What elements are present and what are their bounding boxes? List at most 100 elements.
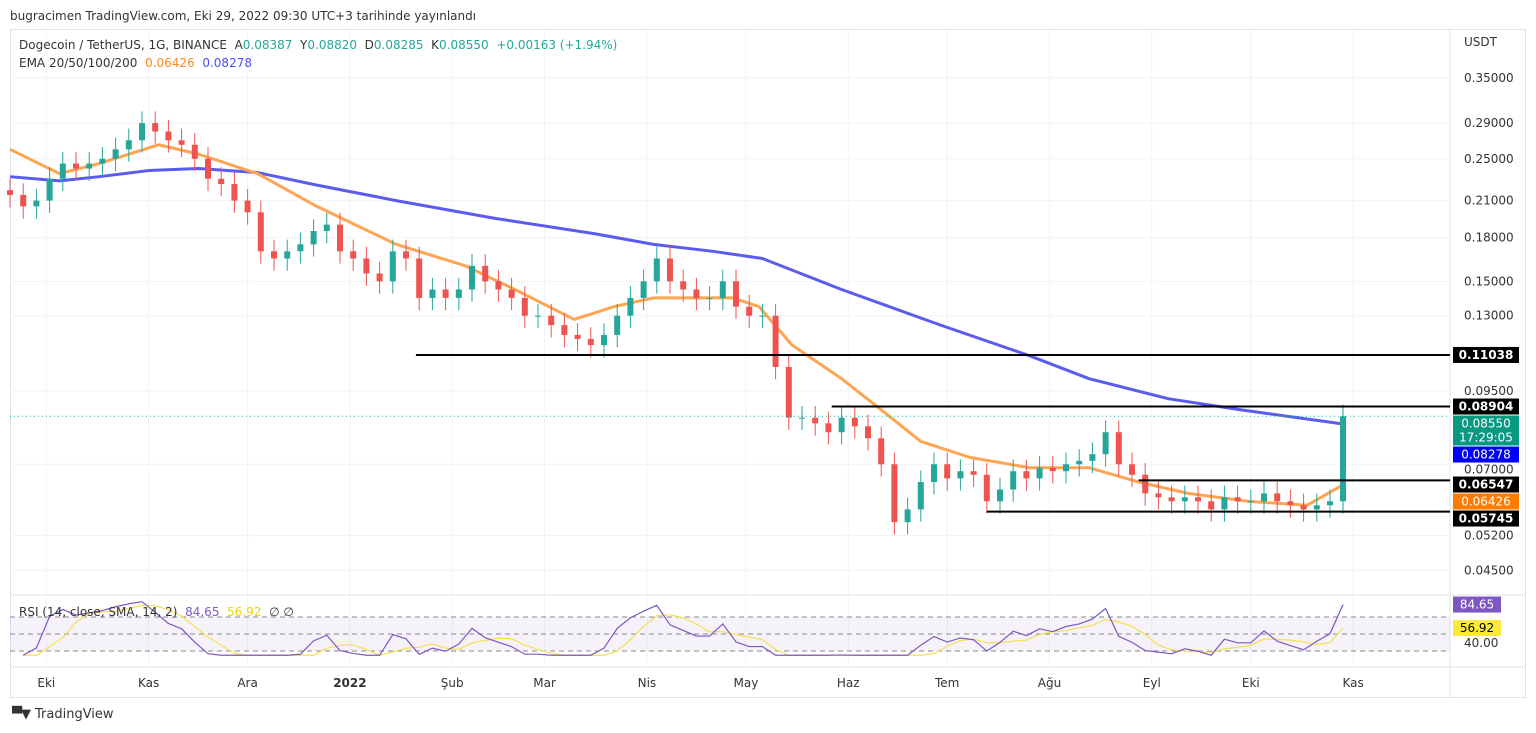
price-tick-label: 0.05200 [1464, 529, 1514, 543]
time-tick-label: Kas [138, 676, 159, 690]
time-tick-label: Şub [441, 676, 464, 690]
candle [733, 269, 739, 319]
rsi-sma-value: 56.92 [227, 605, 262, 619]
price-axis-tag-label: 0.08278 [1461, 448, 1511, 462]
candle-body [257, 212, 264, 252]
candle [838, 405, 845, 445]
candle [825, 411, 832, 445]
candle-body [1049, 467, 1056, 472]
candle-body [1208, 501, 1215, 510]
candle [495, 269, 502, 302]
candle [178, 128, 185, 158]
candle-body [125, 140, 132, 150]
candle [257, 200, 264, 264]
price-tick-label: 0.04500 [1464, 563, 1514, 577]
candle [416, 246, 423, 311]
candle-body [205, 158, 211, 179]
candle-body [218, 178, 225, 185]
candle-body [99, 158, 106, 164]
candle-body [785, 366, 792, 418]
rsi-extra: ∅ ∅ [269, 605, 294, 619]
candle [891, 452, 898, 535]
price-axis-tag-tag [1453, 493, 1519, 510]
candle-body [1036, 467, 1043, 479]
candle [693, 277, 700, 311]
candle-body [1129, 464, 1135, 475]
candle [772, 303, 779, 380]
candle [33, 188, 40, 219]
candle [7, 178, 13, 208]
candle-body [191, 144, 198, 159]
candle-body [627, 297, 634, 316]
price-tick-label: 0.29000 [1464, 116, 1514, 130]
candle [165, 119, 172, 153]
horizontal-line-price-label: 0.11038 [1459, 348, 1514, 362]
candle [205, 147, 211, 192]
candle [1076, 449, 1083, 477]
candle [73, 151, 79, 181]
candle [244, 188, 251, 225]
candle [1089, 442, 1096, 474]
candle-body [746, 306, 753, 316]
symbol-name: Dogecoin / TetherUS, 1G, BINANCE [19, 38, 227, 52]
price-tick-label: 0.13000 [1464, 309, 1514, 323]
candle [970, 459, 977, 488]
candle-body [112, 149, 119, 159]
candle-body [680, 281, 687, 290]
candle-body [1327, 501, 1333, 506]
candle [601, 323, 607, 358]
candle-body [1010, 471, 1017, 490]
rsi-sma-line [23, 604, 1344, 656]
candle-body [1274, 493, 1281, 502]
price-tick-label: 0.07000 [1464, 463, 1514, 477]
price-axis-tag-label: 0.08550 [1461, 417, 1511, 431]
high-value: 0.08820 [307, 38, 358, 52]
candle-body [495, 281, 502, 290]
candle [86, 151, 93, 181]
candle [1063, 452, 1069, 484]
rsi-sma-tag [1453, 620, 1501, 637]
candle-body [284, 251, 291, 259]
candle [310, 219, 317, 257]
price-tick-label: 0.18000 [1464, 231, 1514, 245]
candle [1247, 489, 1254, 514]
rsi-legend[interactable]: RSI (14, close, SMA, 14, 2) 84.65 56.92 … [19, 605, 294, 619]
candle-body [931, 464, 937, 483]
low-label: D [364, 38, 374, 52]
time-tick-label: Eyl [1143, 676, 1161, 690]
candle [363, 246, 370, 286]
candle-body [733, 281, 739, 307]
candle-body [719, 281, 726, 298]
candle-body [350, 251, 357, 259]
price-axis-tag-label: 0.06426 [1461, 495, 1511, 509]
candle-body [812, 417, 819, 424]
rsi-sma-tag-label: 56.92 [1460, 621, 1494, 635]
candle [878, 426, 885, 477]
time-tick-label: Ara [237, 676, 258, 690]
time-tick-label: Tem [934, 676, 959, 690]
ema50-line [9, 143, 1344, 507]
horizontal-line-price-tag [1453, 398, 1519, 415]
candle [455, 277, 462, 311]
candle [574, 323, 581, 352]
candle [389, 239, 396, 294]
candle-body [469, 265, 475, 290]
candle-body [376, 273, 383, 282]
candle-body [1247, 501, 1254, 503]
tradingview-brand[interactable]: ▀▼ TradingView [12, 707, 114, 722]
candle [1181, 485, 1188, 514]
candle [1142, 463, 1149, 506]
candle-body [587, 338, 594, 346]
brand-name: TradingView [35, 707, 114, 722]
candle [59, 151, 66, 192]
candle-body [152, 123, 159, 132]
candle [376, 261, 383, 294]
candle-body [1102, 432, 1109, 455]
candle [521, 286, 528, 329]
price-axis-tag-tag [1453, 415, 1519, 446]
candle [112, 137, 119, 172]
ema-legend[interactable]: EMA 20/50/100/200 0.06426 0.08278 [19, 56, 252, 70]
candle-body [455, 289, 462, 298]
time-tick-label: Eki [1242, 676, 1260, 690]
